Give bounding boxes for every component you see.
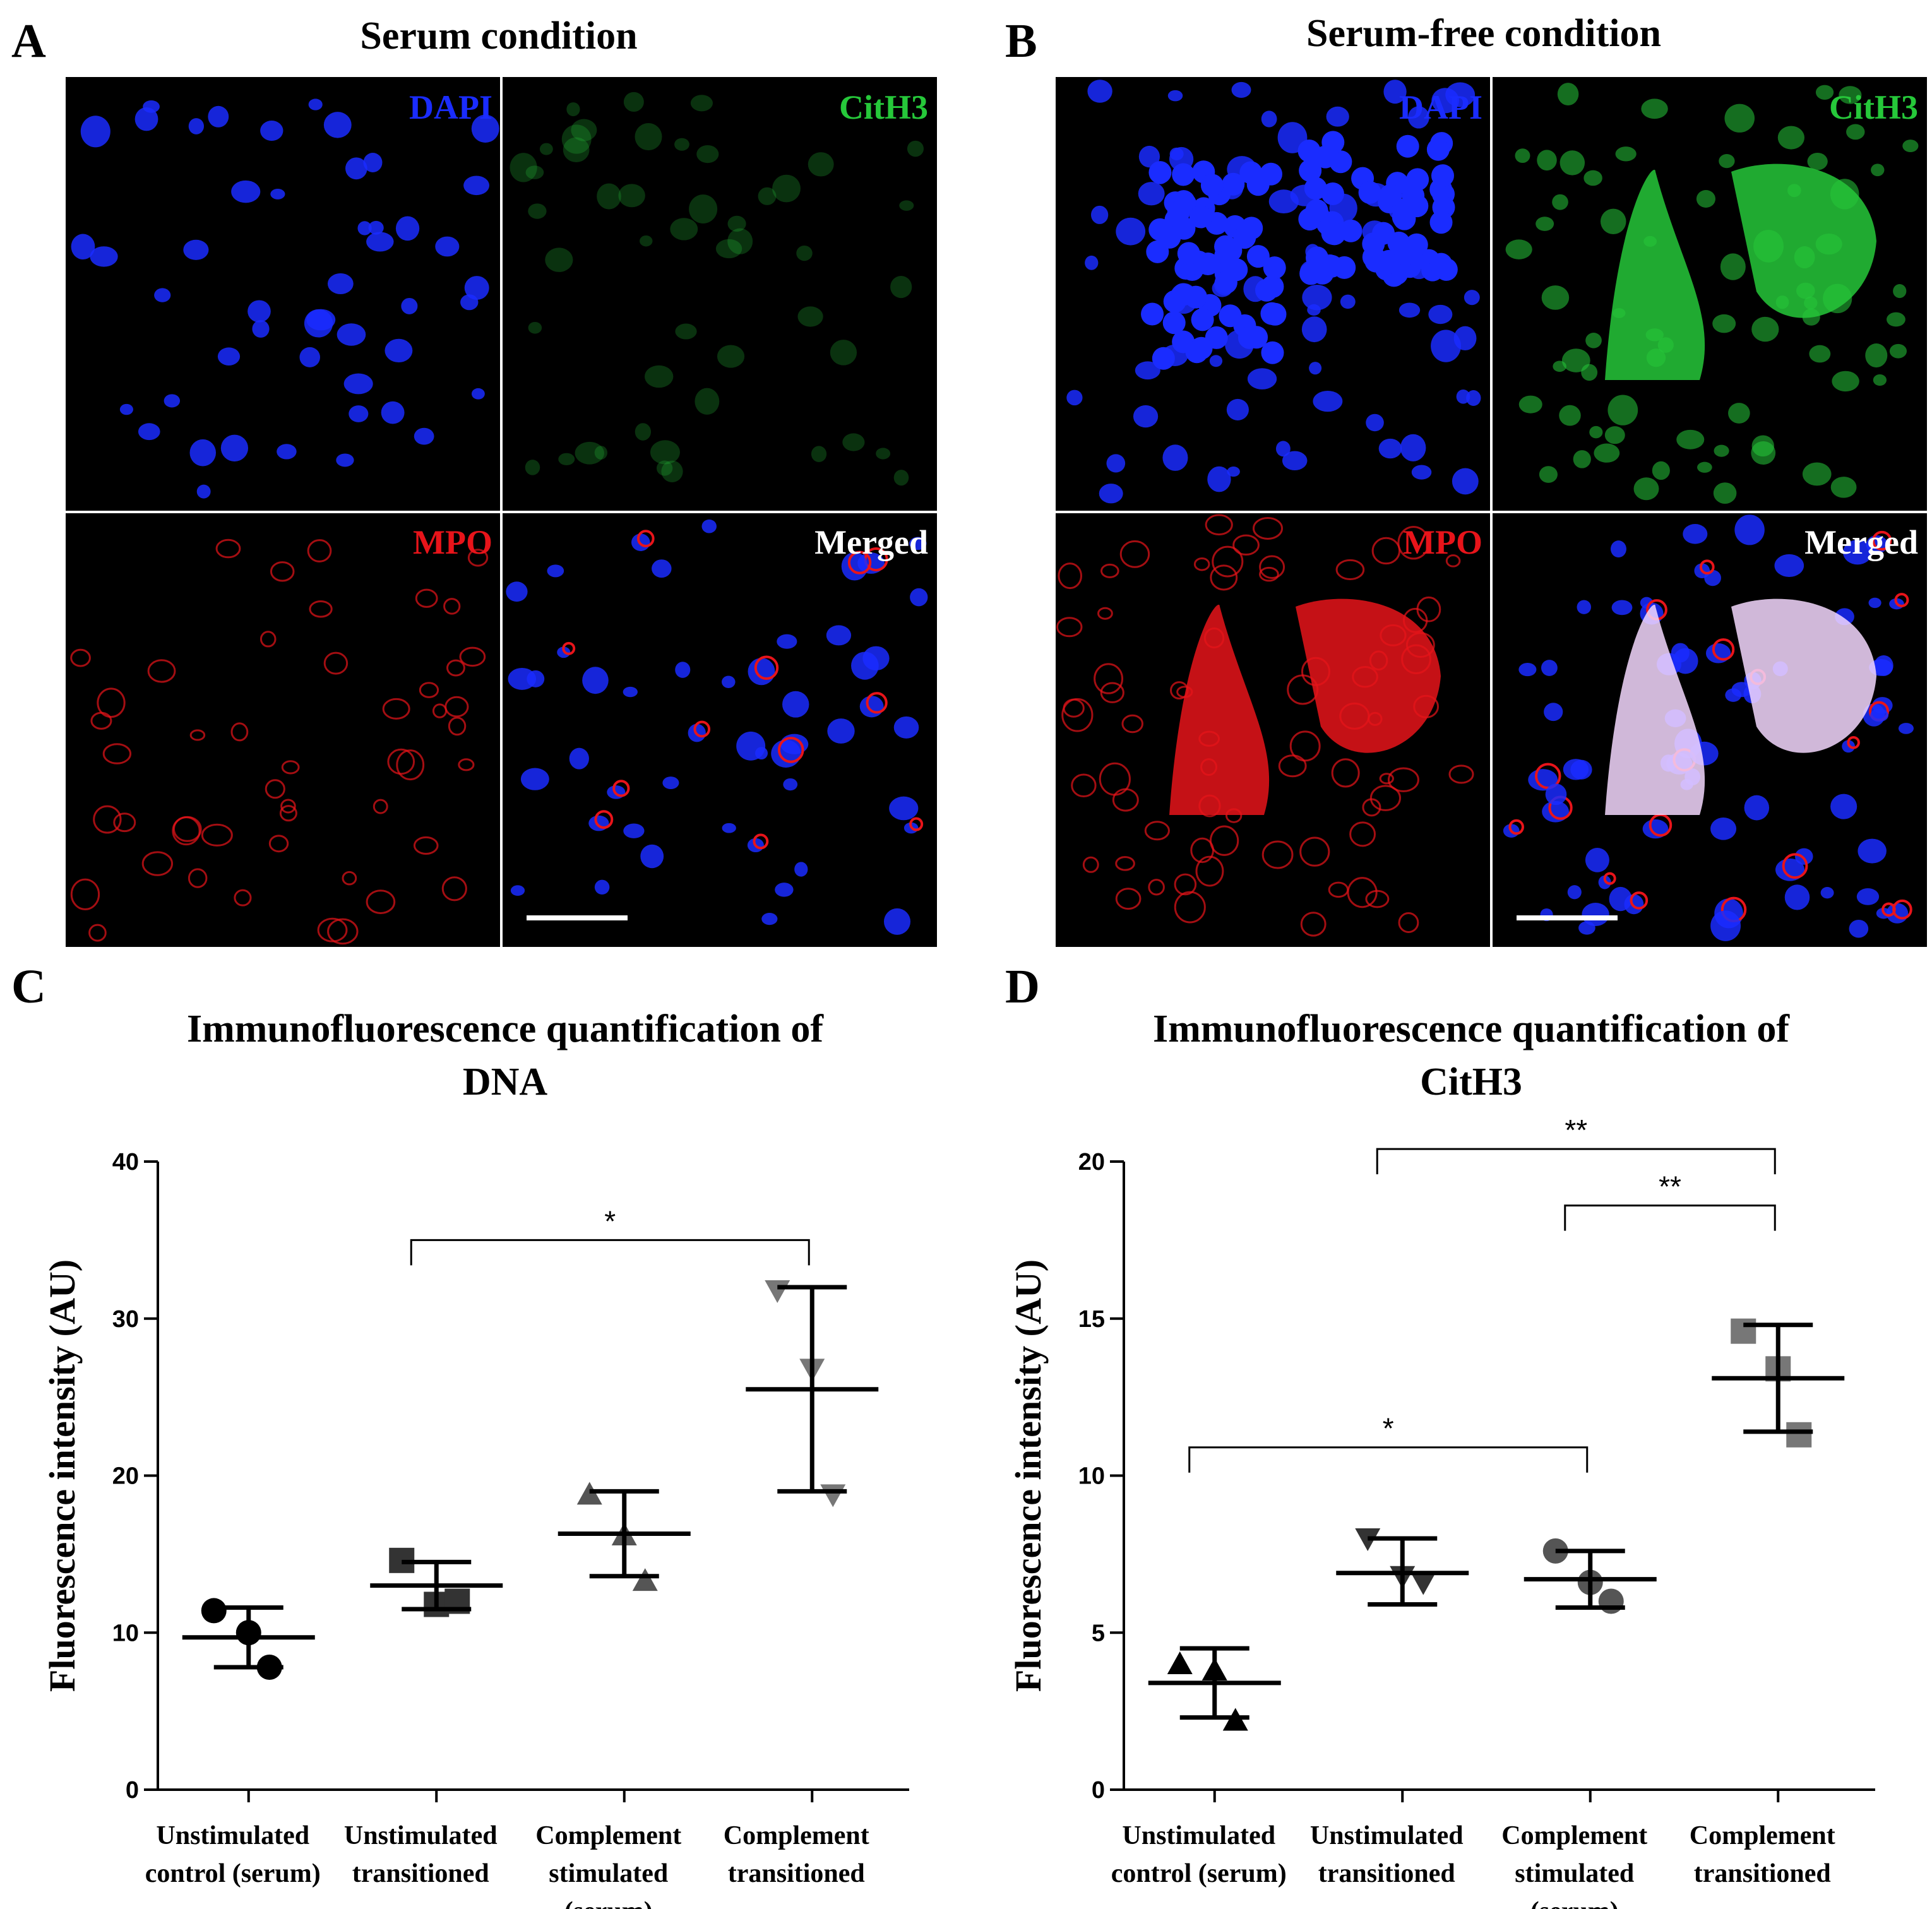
chart-c-title-line-1: DNA <box>463 1061 548 1103</box>
chart-c-ylabel: Fluorescence intensity (AU) <box>42 1259 83 1692</box>
chart-d-group-2 <box>1524 1538 1657 1614</box>
chart-c-point <box>765 1280 790 1303</box>
micrograph-b-image: DAPI CitH3 MPO Merged <box>1056 77 1927 947</box>
chart-d-category-label: (serum) <box>1530 1897 1619 1909</box>
chart-d-significance-label: ** <box>1659 1170 1681 1203</box>
chart-d-group-0 <box>1148 1646 1281 1731</box>
chart-c-category-label: Complement <box>724 1821 869 1850</box>
chart-d-point <box>1410 1572 1436 1595</box>
chart-c-significance-label: * <box>604 1204 616 1237</box>
quadrant-bl: MPO <box>66 512 501 947</box>
quadrant-tl: DAPI <box>66 77 501 512</box>
chart-c-category-label: Unstimulated <box>156 1821 309 1850</box>
chart-d-category-label: transitioned <box>1318 1859 1455 1888</box>
chart-d-significance-label: ** <box>1565 1114 1587 1146</box>
chart-c-point <box>820 1484 846 1508</box>
chart-d-category-label: Complement <box>1690 1821 1835 1850</box>
chart-c-category-label: Unstimulated <box>344 1821 498 1850</box>
micrograph-panel-a: DAPI CitH3 MPO Merged <box>66 77 937 947</box>
chart-d-significance-1: ** <box>1564 1170 1776 1231</box>
chart-c-category-label: (serum) <box>564 1897 653 1909</box>
quadrant-br: Merged <box>1491 512 1927 947</box>
chart-d-significance-0: * <box>1188 1412 1589 1473</box>
chart-c: Immunofluorescence quantification of DNA F… <box>42 1008 909 1909</box>
chart-c-point <box>632 1568 658 1591</box>
chart-d-group-1 <box>1336 1528 1469 1607</box>
chart-c-group-2 <box>558 1482 691 1591</box>
chart-c-category-label: stimulated <box>549 1859 668 1888</box>
quadrant-label-tl: DAPI <box>409 88 492 126</box>
chart-d-category-label: Unstimulated <box>1122 1821 1275 1850</box>
chart-d: Immunofluorescence quantification of CitH… <box>1008 1008 1875 1909</box>
quadrant-br: Merged <box>501 512 937 947</box>
panel-b-title: Serum-free condition <box>1306 12 1661 55</box>
chart-d-significance-2: ** <box>1376 1114 1776 1175</box>
chart-d-category-label: stimulated <box>1515 1859 1634 1888</box>
chart-d-ytick-label: 5 <box>1092 1620 1105 1646</box>
chart-d-title-line-1: CitH3 <box>1420 1061 1522 1103</box>
panel-a-title: Serum condition <box>360 15 638 57</box>
quadrant-label-bl: MPO <box>1403 523 1482 561</box>
micrograph-a-image: DAPI CitH3 MPO Merged <box>66 77 937 947</box>
chart-c-ytick-label: 30 <box>112 1306 139 1333</box>
panel-letter-c: C <box>11 960 46 1013</box>
chart-d-ytick-label: 10 <box>1078 1463 1105 1490</box>
chart-c-title-line-0: Immunofluorescence quantification of <box>187 1008 824 1050</box>
chart-d-group-3 <box>1712 1318 1845 1448</box>
chart-d-ytick-label: 0 <box>1092 1777 1105 1804</box>
chart-c-point <box>201 1598 227 1624</box>
chart-d-category-label: Unstimulated <box>1310 1821 1464 1850</box>
quadrant-label-br: Merged <box>1804 523 1918 561</box>
chart-d-category-label: transitioned <box>1694 1859 1831 1888</box>
chart-d-significance-label: * <box>1383 1412 1394 1445</box>
chart-d-ytick-label: 20 <box>1078 1149 1105 1175</box>
chart-c-category-label: transitioned <box>728 1859 865 1888</box>
chart-c-group-0 <box>182 1598 315 1680</box>
chart-c-significance-0: * <box>410 1204 810 1266</box>
chart-c-category-label: control (serum) <box>145 1859 321 1888</box>
quadrant-bl: MPO <box>1056 512 1491 947</box>
chart-c-group-3 <box>746 1280 879 1508</box>
chart-c-category-label: Complement <box>535 1821 681 1850</box>
chart-d-point <box>1598 1588 1624 1614</box>
chart-c-ytick-label: 0 <box>126 1777 139 1804</box>
quadrant-tr: CitH3 <box>1491 77 1927 512</box>
chart-d-title-line-0: Immunofluorescence quantification of <box>1153 1008 1790 1050</box>
chart-c-ytick-label: 40 <box>112 1149 139 1175</box>
micrograph-panel-b: DAPI CitH3 MPO Merged <box>1056 77 1927 947</box>
quadrant-tr: CitH3 <box>501 77 937 512</box>
panel-letter-a: A <box>11 15 46 68</box>
panel-letter-d: D <box>1005 960 1040 1013</box>
chart-c-group-1 <box>370 1547 503 1617</box>
quadrant-label-tr: CitH3 <box>839 88 928 126</box>
chart-d-point <box>1167 1651 1193 1674</box>
panel-letter-b: B <box>1005 15 1037 68</box>
chart-d-category-label: control (serum) <box>1111 1859 1287 1888</box>
chart-c-ytick-label: 20 <box>112 1463 139 1490</box>
chart-c-category-label: transitioned <box>352 1859 489 1888</box>
chart-d-point <box>1786 1422 1812 1448</box>
chart-d-ytick-label: 15 <box>1078 1306 1105 1333</box>
chart-c-ytick-label: 10 <box>112 1620 139 1646</box>
chart-d-ylabel: Fluorescence intensity (AU) <box>1008 1259 1049 1692</box>
quadrant-label-tl: DAPI <box>1399 88 1482 126</box>
chart-d-point <box>1731 1318 1756 1344</box>
quadrant-label-bl: MPO <box>413 523 492 561</box>
quadrant-label-tr: CitH3 <box>1829 88 1918 126</box>
chart-d-category-label: Complement <box>1501 1821 1647 1850</box>
quadrant-tl: DAPI <box>1056 77 1491 512</box>
quadrant-label-br: Merged <box>814 523 928 561</box>
